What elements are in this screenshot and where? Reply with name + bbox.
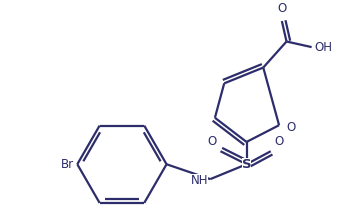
Text: OH: OH	[314, 41, 332, 54]
Text: O: O	[275, 135, 284, 147]
Text: Br: Br	[61, 158, 73, 171]
Text: NH: NH	[191, 174, 208, 187]
Text: O: O	[207, 135, 217, 147]
Text: O: O	[277, 1, 286, 15]
Text: S: S	[242, 158, 251, 171]
Text: O: O	[286, 120, 296, 134]
